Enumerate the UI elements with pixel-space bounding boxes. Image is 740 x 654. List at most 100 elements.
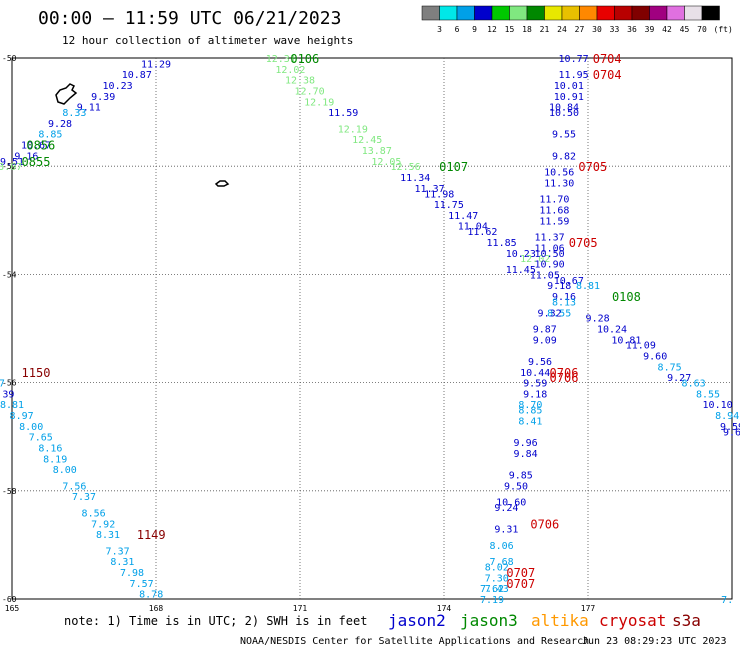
swh-value: 9.84	[514, 449, 538, 460]
scale-swatch	[615, 6, 633, 20]
swh-value: 7.37	[106, 546, 130, 557]
swh-value: 8.97	[10, 411, 34, 422]
swh-value: 8.41	[518, 416, 542, 427]
swh-value: 11.85	[487, 238, 517, 249]
scale-swatch	[545, 6, 563, 20]
footer-credit: NOAA/NESDIS Center for Satellite Applica…	[240, 636, 589, 647]
pass-time-label: 0108	[612, 290, 641, 304]
swh-value: 11.62	[467, 227, 497, 238]
swh-value: 9.24	[494, 503, 518, 514]
scale-label: 39	[645, 25, 655, 34]
swh-value: 10.77	[559, 54, 589, 65]
swh-value: 7.92	[91, 519, 115, 530]
swh-value: 8.33	[62, 108, 86, 119]
swh-value: 9.55	[552, 130, 576, 141]
x-tick-label: 165	[5, 604, 20, 613]
pass-time-label: 0704	[593, 68, 622, 82]
pass-time-label: 0106	[290, 52, 319, 66]
swh-value: 9.87	[533, 325, 557, 336]
swh-value: 13.87	[362, 146, 392, 157]
swh-value: 7.56	[62, 481, 86, 492]
scale-swatch	[580, 6, 598, 20]
swh-value: 11.30	[544, 178, 574, 189]
swh-value: 8.81	[576, 281, 600, 292]
x-tick-label: 171	[293, 604, 308, 613]
pass-time-label: 0704	[593, 52, 622, 66]
swh-value: 9.85	[509, 471, 533, 482]
swh-value: 8.56	[82, 508, 106, 519]
swh-value: 12.45	[352, 135, 382, 146]
swh-value: 8.85	[518, 406, 542, 417]
swh-value: 9.59	[523, 379, 547, 390]
swh-value: 12.19	[304, 97, 334, 108]
scale-label: 30	[592, 25, 602, 34]
scale-label: 27	[575, 25, 585, 34]
swh-value: 11.59	[328, 108, 358, 119]
swh-value: 8.31	[110, 557, 134, 568]
swh-value: 11.95	[559, 70, 589, 81]
scale-swatch	[685, 6, 703, 20]
scale-swatch	[650, 6, 668, 20]
auckland-islands-shape	[56, 84, 76, 104]
satellite-cryosat: cryosat	[599, 611, 666, 630]
scale-swatch	[440, 6, 458, 20]
pass-time-label: 1149	[137, 528, 166, 542]
swh-value: 9.6	[723, 427, 740, 438]
swh-value: 11.47	[448, 211, 478, 222]
scale-unit: (ft)	[714, 25, 733, 34]
pass-time-label: 0706	[550, 371, 579, 385]
swh-value: 8.31	[96, 530, 120, 541]
scale-label: 18	[522, 25, 532, 34]
swh-value: 11.70	[539, 195, 569, 206]
swh-value: 8.02	[485, 563, 509, 574]
campbell-island-shape	[216, 181, 228, 186]
swh-value: 10.50	[549, 108, 579, 119]
swh-value: 11.68	[539, 205, 569, 216]
swh-value: 9.32	[538, 308, 562, 319]
swh-value: 8.06	[490, 541, 514, 552]
swh-value: 7.62	[480, 584, 504, 595]
swh-value: 12.56	[391, 162, 421, 173]
swh-value: 11.34	[400, 173, 430, 184]
scale-swatch	[597, 6, 615, 20]
swh-value: 9.09	[533, 335, 557, 346]
swh-value: 10.50	[535, 249, 565, 260]
swh-value: 8.13	[552, 297, 576, 308]
scale-label: 21	[540, 25, 550, 34]
swh-value: 11.98	[424, 189, 454, 200]
swh-value: 8.00	[53, 465, 77, 476]
swh-value: 8.00	[19, 422, 43, 433]
y-tick-label: -54	[2, 270, 17, 279]
chart-subtitle: 12 hour collection of altimeter wave hei…	[62, 34, 353, 47]
swh-value: 7.37	[72, 492, 96, 503]
swh-value: 11.59	[539, 216, 569, 227]
swh-value: 10.10	[703, 400, 733, 411]
scale-swatch	[457, 6, 475, 20]
scale-label: 70	[697, 25, 707, 34]
satellite-jason3: jason3	[460, 611, 518, 630]
swh-value: 7.65	[29, 433, 53, 444]
pass-time-label: 1150	[22, 366, 51, 380]
swh-value: 7.30	[485, 573, 509, 584]
swh-value: 10.87	[122, 70, 152, 81]
swh-value: 10.56	[544, 168, 574, 179]
satellite-s3a: s3a	[672, 611, 701, 630]
satellite-altika: altika	[531, 611, 589, 630]
scale-swatch	[702, 6, 720, 20]
swh-value: 10.24	[597, 325, 627, 336]
scale-label: 24	[557, 25, 567, 34]
swh-value: 8.78	[139, 590, 163, 601]
swh-value: 8.81	[0, 400, 24, 411]
x-tick-label: 168	[149, 604, 164, 613]
pass-time-label: 0705	[569, 236, 598, 250]
swh-value: 9.18	[523, 389, 547, 400]
swh-value: 10.90	[535, 260, 565, 271]
scale-label: 15	[505, 25, 515, 34]
scale-swatch	[475, 6, 493, 20]
swh-value: 9.56	[528, 357, 552, 368]
scale-swatch	[510, 6, 528, 20]
scale-label: 6	[455, 25, 460, 34]
